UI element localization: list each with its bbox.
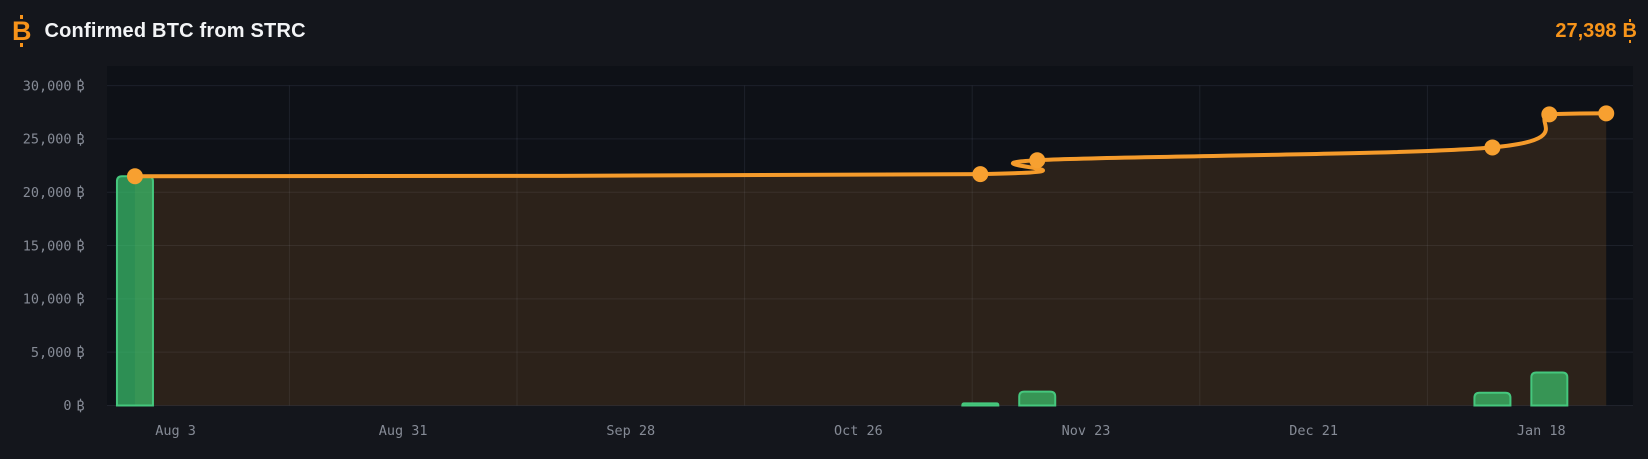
purchase-bar[interactable] xyxy=(1473,391,1512,407)
x-axis-label: Nov 23 xyxy=(1062,423,1111,439)
data-point[interactable] xyxy=(1029,152,1046,169)
holdings-chart[interactable]: 0 B 5,000 B 10,000 B 15,000 B 20,000 B 25,000 B 30,0… xyxy=(0,62,1648,459)
y-axis-label: 25,000 xyxy=(23,132,72,148)
data-point[interactable] xyxy=(972,166,989,183)
purchase-bar[interactable] xyxy=(115,175,154,407)
svg-text:B: B xyxy=(77,292,85,308)
chart-header: B Confirmed BTC from STRC 27,398 B xyxy=(0,0,1648,62)
svg-text:B: B xyxy=(77,398,85,414)
svg-text:B: B xyxy=(77,238,85,254)
area-fill xyxy=(134,113,1607,406)
x-axis-label: Oct 26 xyxy=(834,423,883,439)
btc-tick-icon: B xyxy=(77,292,85,308)
purchase-bar[interactable] xyxy=(1530,371,1569,407)
chart-title: Confirmed BTC from STRC xyxy=(44,19,306,42)
plot-area xyxy=(107,66,1633,406)
data-point[interactable] xyxy=(126,168,143,185)
btc-icon: B xyxy=(12,14,32,48)
purchase-bar[interactable] xyxy=(1018,390,1057,407)
btc-tick-icon: B xyxy=(77,398,85,414)
btc-tick-icon: B xyxy=(77,185,85,201)
btc-tick-icon: B xyxy=(77,238,85,254)
y-axis-label: 30,000 xyxy=(23,78,72,94)
holdings-line xyxy=(132,111,1609,179)
svg-text:B: B xyxy=(77,345,85,361)
svg-text:B: B xyxy=(77,78,85,94)
purchase-bar[interactable] xyxy=(961,402,1000,407)
y-axis-label: 20,000 xyxy=(23,185,72,201)
data-point[interactable] xyxy=(1541,106,1558,123)
x-axis-label: Aug 3 xyxy=(155,423,196,439)
btc-tick-icon: B xyxy=(77,345,85,361)
svg-text:B: B xyxy=(77,132,85,148)
x-axis-label: Dec 21 xyxy=(1289,423,1338,439)
total-btc-value: 27,398 B xyxy=(1555,19,1637,43)
btc-tick-icon: B xyxy=(77,78,85,94)
x-axis-label: Aug 31 xyxy=(379,423,428,439)
x-axis-label: Jan 18 xyxy=(1517,423,1566,439)
y-axis-label: 5,000 xyxy=(31,345,72,361)
y-axis-label: 0 xyxy=(63,398,71,414)
btc-tick-icon: B xyxy=(77,132,85,148)
svg-text:B: B xyxy=(77,185,85,201)
x-axis-label: Sep 28 xyxy=(606,423,655,439)
data-point[interactable] xyxy=(1484,139,1501,156)
y-axis-label: 10,000 xyxy=(23,292,72,308)
data-point[interactable] xyxy=(1598,105,1615,122)
y-axis-label: 15,000 xyxy=(23,238,72,254)
total-btc-number: 27,398 xyxy=(1555,19,1617,42)
btc-unit-icon: B xyxy=(1622,19,1637,43)
